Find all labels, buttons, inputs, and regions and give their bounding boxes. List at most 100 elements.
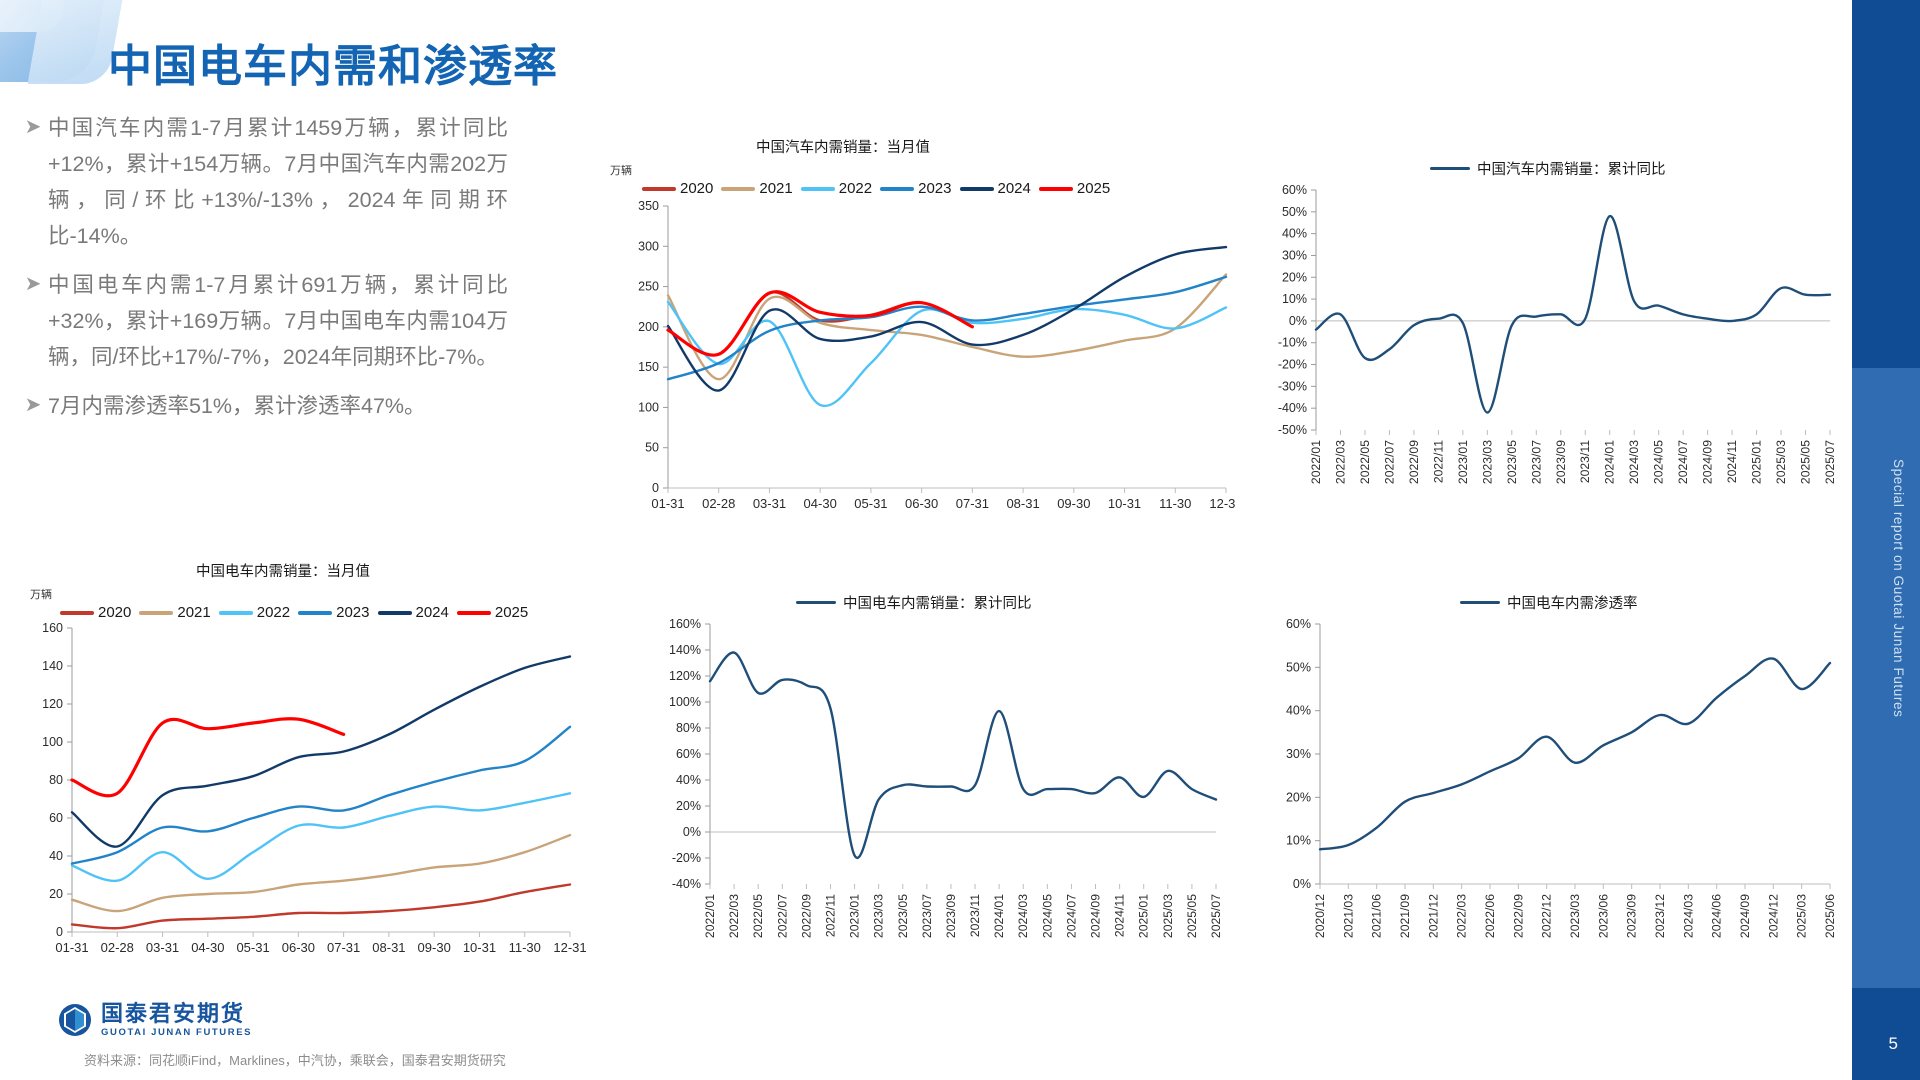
x-axis-tick: 08-31 — [372, 940, 405, 955]
x-axis-tick: 2025/03 — [1774, 440, 1788, 484]
y-axis-tick: 200 — [638, 320, 659, 334]
x-axis-tick: 2020/12 — [1313, 894, 1327, 938]
x-axis-tick: 2022/09 — [1511, 894, 1525, 938]
logo-english-name: GUOTAI JUNAN FUTURES — [101, 1027, 253, 1038]
x-axis-tick: 09-30 — [418, 940, 451, 955]
series-line-2024 — [70, 655, 572, 848]
x-axis-tick: 2024/07 — [1064, 894, 1078, 938]
legend-label: 2020 — [680, 180, 714, 197]
legend-swatch-2025 — [1038, 186, 1073, 191]
series-line-2025 — [666, 290, 974, 357]
x-axis-tick: 2022/11 — [1431, 440, 1445, 483]
chart-title: 中国汽车内需销量：当月值 — [756, 140, 930, 156]
x-axis-tick: 2023/01 — [1456, 440, 1470, 484]
x-axis-tick: 2023/03 — [872, 894, 886, 938]
x-axis-tick: 2021/09 — [1398, 894, 1412, 938]
series-line-2025 — [70, 717, 346, 798]
legend-swatch-2025 — [456, 610, 491, 615]
chart-auto-cumulative-yoy: 中国汽车内需销量：累计同比 -50% -40% -30% -20% -10% 0% 10% 2… — [1250, 158, 1850, 538]
x-axis-tick: 01-31 — [55, 940, 88, 955]
legend-label: 2024 — [997, 180, 1031, 197]
y-axis-tick: 120% — [669, 669, 701, 683]
chart-ev-penetration: 中国电车内需渗透率 0% 10% 20% 30% 40% 50% 60% 2020/12 202… — [1250, 592, 1850, 982]
x-axis-tick: 02-28 — [702, 496, 735, 511]
legend-label: 2023 — [918, 180, 952, 197]
legend-label: 2025 — [1076, 180, 1111, 197]
y-axis-tick: 20% — [1286, 790, 1311, 804]
x-axis-tick: 11-30 — [1159, 496, 1191, 511]
x-axis-tick: 2023/12 — [1653, 894, 1667, 938]
y-axis-tick: 60% — [1282, 183, 1307, 197]
x-axis-tick: 07-31 — [956, 496, 989, 511]
x-axis-tick: 2025/03 — [1161, 894, 1175, 938]
legend-label: 中国汽车内需销量：累计同比 — [1477, 162, 1666, 178]
legend-swatch-2020 — [60, 610, 94, 615]
legend-item-2025: 2025 — [456, 604, 529, 621]
x-axis-tick: 2023/11 — [1578, 440, 1592, 483]
x-axis-tick: 2024/11 — [1113, 894, 1127, 937]
bullet-marker-icon: ➤ — [24, 273, 42, 295]
x-axis-tick: 2024/03 — [1016, 894, 1030, 938]
x-axis-tick: 2024/05 — [1040, 894, 1054, 938]
page-number: 5 — [1888, 1034, 1898, 1053]
y-axis-tick: 100 — [42, 735, 63, 749]
list-item: ➤ 中国汽车内需1-7月累计1459万辆，累计同比+12%，累计+154万辆。7… — [18, 110, 508, 254]
x-axis-tick: 2022/05 — [1358, 440, 1372, 484]
x-axis-tick: 2025/03 — [1795, 894, 1809, 938]
x-axis-tick: 2022/03 — [727, 894, 741, 938]
list-item: ➤ 7月内需渗透率51%，累计渗透率47%。 — [18, 388, 508, 424]
series-line-中国汽车内需销量：累计同比 — [1314, 214, 1832, 414]
chart-plot-area: 0% 10% 20% 30% 40% 50% 60% 2020/12 2021/03 2021/0… — [1286, 617, 1837, 938]
series-line-2024 — [666, 245, 1228, 392]
y-axis-tick: 40% — [1286, 704, 1311, 718]
x-axis-tick: 02-28 — [101, 940, 134, 955]
chart-plot-area: 0 20 40 60 80 100 120 140 160 01-31 02-28 03-31 04-3… — [42, 621, 586, 955]
source-note: 资料来源：同花顺iFind，Marklines，中汽协，乘联会，国泰君安期货研究 — [84, 1053, 506, 1068]
logo-chinese-name: 国泰君安期货 — [101, 1001, 246, 1026]
y-axis-tick: 40 — [49, 849, 63, 863]
y-axis-tick: 140% — [669, 643, 701, 657]
x-axis-tick: 2023/01 — [848, 894, 862, 938]
legend-item-2022: 2022 — [218, 604, 291, 621]
y-axis-tick: -50% — [1278, 423, 1307, 437]
x-axis-tick: 08-31 — [1006, 496, 1039, 511]
legend-label: 2022 — [256, 604, 291, 621]
legend-label: 中国电车内需销量：累计同比 — [843, 596, 1032, 612]
legend-swatch-2022 — [800, 186, 835, 191]
x-axis-tick: 09-30 — [1057, 496, 1090, 511]
x-axis-tick: 2023/05 — [1505, 440, 1519, 484]
y-axis-tick: 10% — [1286, 834, 1311, 848]
x-axis-tick: 2022/12 — [1540, 894, 1554, 938]
legend-swatch-2024 — [959, 186, 994, 191]
y-axis-tick: 40% — [676, 773, 701, 787]
x-axis-tick: 2025/06 — [1823, 894, 1837, 938]
x-axis-tick: 2023/09 — [1554, 440, 1568, 484]
chart-legend: 中国汽车内需销量：累计同比 — [1430, 158, 1666, 179]
x-axis-tick: 2023/09 — [1625, 894, 1639, 938]
x-axis-tick: 12-31 — [1209, 496, 1236, 511]
y-axis-tick: 60% — [676, 747, 701, 761]
x-axis-tick: 2024/11 — [1725, 440, 1739, 483]
chart-plot-area: -50% -40% -30% -20% -10% 0% 10% 20% 30% 40% 50% 60%… — [1278, 183, 1837, 484]
series-line-2020 — [70, 883, 572, 930]
series-line-2022 — [70, 792, 572, 882]
x-axis-tick: 04-30 — [191, 940, 224, 955]
legend-item-2021: 2021 — [721, 180, 793, 197]
x-axis-tick: 12-31 — [553, 940, 586, 955]
x-axis-tick: 2022/03 — [1455, 894, 1469, 938]
legend-label: 2025 — [494, 604, 529, 621]
x-axis-tick: 2022/03 — [1333, 440, 1347, 484]
bullet-text: 中国电车内需1-7月累计691万辆，累计同比+32%，累计+169万辆。7月中国… — [48, 273, 508, 369]
y-axis-tick: 80 — [49, 773, 63, 787]
x-axis-tick: 06-30 — [282, 940, 315, 955]
bullet-marker-icon: ➤ — [24, 394, 42, 416]
x-axis-tick: 2023/06 — [1596, 894, 1610, 938]
y-axis-tick: 160% — [669, 617, 701, 631]
x-axis-tick: 2022/11 — [823, 894, 837, 937]
legend-swatch-2024 — [377, 610, 412, 615]
legend-swatch-2023 — [880, 186, 915, 191]
bullet-list: ➤ 中国汽车内需1-7月累计1459万辆，累计同比+12%，累计+154万辆。7… — [18, 110, 508, 437]
y-axis-tick: 150 — [638, 360, 659, 374]
list-item: ➤ 中国电车内需1-7月累计691万辆，累计同比+32%，累计+169万辆。7月… — [18, 267, 508, 375]
x-axis-tick: 2023/03 — [1568, 894, 1582, 938]
